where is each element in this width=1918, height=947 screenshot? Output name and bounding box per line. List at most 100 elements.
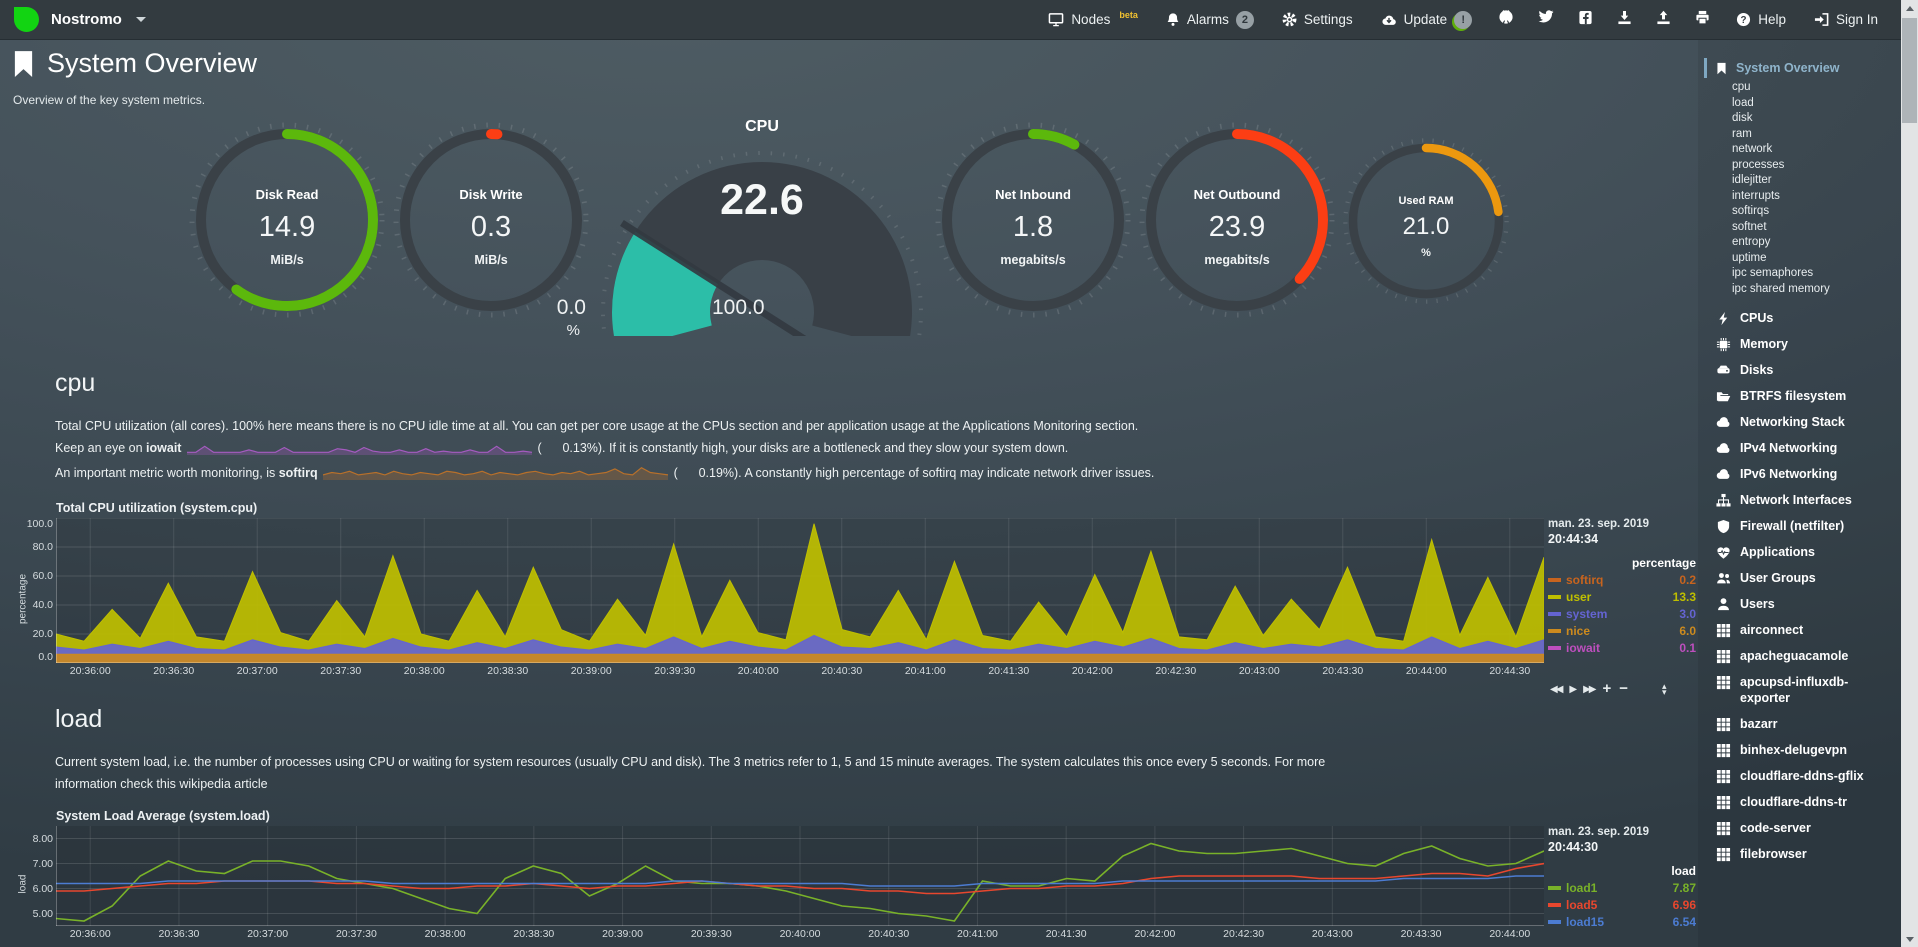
- load-chart: System Load Average (system.load) load 8.0…: [16, 809, 1698, 947]
- sidebar-item-ipv4-networking[interactable]: IPv4 Networking: [1704, 435, 1893, 461]
- question-circle-icon: ?: [1736, 12, 1751, 27]
- alarms-button[interactable]: Alarms 2: [1152, 0, 1268, 39]
- hostname: Nostromo: [51, 11, 122, 28]
- sidebar-item-networking-stack[interactable]: Networking Stack: [1704, 409, 1893, 435]
- github-button[interactable]: [1486, 0, 1526, 39]
- node-selector[interactable]: Nostromo: [0, 7, 160, 32]
- gauge-disk-write[interactable]: Disk Write 0.3 MiB/s: [392, 121, 590, 333]
- gauge-net-inbound[interactable]: Net Inbound 1.8 megabits/s: [934, 121, 1132, 333]
- sidebar-item-apcupsd-influxdb-exporter[interactable]: apcupsd-influxdb-exporter: [1704, 669, 1893, 711]
- twitter-button[interactable]: [1526, 0, 1566, 39]
- x-axis-ticks: 20:36:00 20:36:30 20:37:00 20:37:30 20:38:00…: [69, 665, 1531, 677]
- sidebar-item-airconnect[interactable]: airconnect: [1704, 617, 1893, 643]
- scroll-up-arrow-icon[interactable]: [1901, 0, 1918, 16]
- gauge-min-label: 0.0: [556, 296, 586, 319]
- settings-button[interactable]: Settings: [1268, 0, 1367, 39]
- sidebar-item-btrfs-filesystem[interactable]: BTRFS filesystem: [1704, 383, 1893, 409]
- cpu-chart-pan-backward-button[interactable]: ◀◀: [1550, 683, 1563, 695]
- softirq-sparkline[interactable]: [322, 465, 669, 487]
- print-button[interactable]: [1683, 0, 1722, 39]
- cloud-icon: [1716, 443, 1730, 453]
- scroll-down-arrow-icon[interactable]: [1901, 931, 1918, 947]
- grid-icon: [1716, 675, 1731, 690]
- gauge-value: 14.9: [258, 211, 316, 243]
- gauge-unit: MiB/s: [270, 253, 304, 267]
- sidebar-subitem-ram[interactable]: ram: [1732, 127, 1752, 140]
- sidebar-item-code-server[interactable]: code-server: [1704, 815, 1893, 841]
- sidebar-subitem-load[interactable]: load: [1732, 96, 1754, 109]
- sidebar-item-filebrowser[interactable]: filebrowser: [1704, 841, 1893, 867]
- sidebar-item-firewall-netfilter[interactable]: Firewall (netfilter): [1704, 513, 1893, 539]
- sidebar-subitem-entropy[interactable]: entropy: [1732, 236, 1771, 248]
- sidebar-item-cloudflare-ddns-tr[interactable]: cloudflare-ddns-tr: [1704, 789, 1893, 815]
- nodes-button[interactable]: Nodes beta: [1034, 0, 1152, 39]
- page-title-label: System Overview: [47, 48, 258, 78]
- cpu-chart-resize-handle[interactable]: ▴ ▾: [1662, 682, 1667, 697]
- gauge-used-ram[interactable]: Used RAM 21.0%: [1342, 137, 1510, 317]
- sidebar-item-user-groups[interactable]: User Groups: [1704, 565, 1893, 591]
- sidebar-item-network-interfaces[interactable]: Network Interfaces: [1704, 487, 1893, 513]
- sidebar-subitem-softnet[interactable]: softnet: [1732, 220, 1767, 233]
- legend-swatch-icon: [1548, 903, 1561, 907]
- sidebar-item-applications[interactable]: Applications: [1704, 539, 1893, 565]
- cpu-chart-pan-forward-button[interactable]: ▶▶: [1583, 683, 1596, 695]
- sidebar-item-bazarr[interactable]: bazarr: [1704, 711, 1893, 737]
- update-label: Update: [1403, 12, 1448, 27]
- sidebar-item-disks[interactable]: Disks: [1704, 357, 1893, 383]
- update-button[interactable]: Update !: [1367, 0, 1487, 39]
- sidebar-item-cpus[interactable]: CPUs: [1704, 305, 1893, 331]
- sidebar-item-memory[interactable]: Memory: [1704, 331, 1893, 357]
- sidebar-subitem-processes[interactable]: processes: [1732, 158, 1785, 171]
- dashboard: System Overview Overview of the key syst…: [0, 40, 1698, 947]
- legend-series-load1: load1 7.87: [1548, 881, 1698, 895]
- cpu-chart-play-button[interactable]: ▶: [1569, 683, 1577, 695]
- download-icon: [1617, 10, 1632, 30]
- import-snapshot-button[interactable]: [1605, 0, 1644, 39]
- sidebar-item-apacheguacamole[interactable]: apacheguacamole: [1704, 643, 1893, 669]
- sidebar-subitem-cpu[interactable]: cpu: [1732, 81, 1751, 93]
- load-chart-resize-handle[interactable]: ▴▾: [1662, 945, 1667, 947]
- sidebar-subitem-softirqs[interactable]: softirqs: [1732, 205, 1770, 217]
- gauge-disk-read[interactable]: Disk Read 14.9 MiB/s: [188, 121, 386, 333]
- sidebar-item-label: Applications: [1740, 545, 1816, 559]
- sidebar-item-cloudflare-ddns-gflix[interactable]: cloudflare-ddns-gflix: [1704, 763, 1893, 789]
- sidebar-subitem-network[interactable]: network: [1732, 143, 1773, 155]
- sidebar-subitem-uptime[interactable]: uptime: [1732, 251, 1767, 264]
- sidebar-item-binhex-delugevpn[interactable]: binhex-delugevpn: [1704, 737, 1893, 763]
- signin-button[interactable]: Sign In: [1800, 0, 1892, 39]
- sidebar-item-label: apcupsd-influxdb-exporter: [1740, 675, 1849, 705]
- sidebar-item-system-overview[interactable]: System Overview: [1704, 58, 1893, 78]
- cpu-chart-zoom-in-button[interactable]: +: [1602, 680, 1612, 697]
- help-button[interactable]: ? Help: [1722, 0, 1800, 39]
- sidebar-subitem-ipc-shared-memory[interactable]: ipc shared memory: [1732, 282, 1830, 295]
- sidebar-subitem-disk[interactable]: disk: [1732, 112, 1753, 124]
- iowait-sparkline[interactable]: [186, 440, 533, 462]
- scrollbar-thumb[interactable]: [1902, 18, 1917, 123]
- sidebar-subitem-idlejitter[interactable]: idlejitter: [1732, 174, 1772, 186]
- cpu-chart-zoom-out-button[interactable]: −: [1619, 680, 1629, 697]
- legend-swatch-icon: [1548, 920, 1561, 924]
- legend-series-load5: load5 6.96: [1548, 898, 1698, 912]
- gauge-net-outbound[interactable]: Net Outbound 23.9 megabits/s: [1138, 121, 1336, 333]
- gauge-cpu[interactable]: CPU 22.6 0.0 100.0%: [557, 118, 928, 379]
- legend-series-value: 0.1: [1679, 641, 1696, 655]
- gauge-title: CPU: [745, 118, 779, 135]
- chart-plot-area[interactable]: 20:36:00 20:36:30 20:37:00 20:37:30 20:38:00…: [56, 518, 1544, 679]
- sidebar-subitem-interrupts[interactable]: interrupts: [1732, 189, 1780, 202]
- sidebar-subitem-ipc-semaphores[interactable]: ipc semaphores: [1732, 267, 1814, 279]
- legend-swatch-icon: [1548, 612, 1561, 616]
- legend-series-load15: load15 6.54: [1548, 915, 1698, 929]
- legend-swatch-icon: [1548, 646, 1561, 650]
- export-snapshot-button[interactable]: [1644, 0, 1683, 39]
- sidebar-item-users[interactable]: Users: [1704, 591, 1893, 617]
- sidebar-item-ipv6-networking[interactable]: IPv6 Networking: [1704, 461, 1893, 487]
- y-axis-ticks: 100.0 80.0 60.0 40.0 20.0 0.0: [26, 517, 53, 664]
- gauge-unit: megabits/s: [1000, 253, 1066, 267]
- bookmark-icon: [1717, 62, 1726, 74]
- gauge-ring: [189, 122, 385, 318]
- sidebar-item-label: filebrowser: [1740, 847, 1807, 861]
- page-scrollbar[interactable]: [1901, 0, 1918, 947]
- chart-plot-area[interactable]: 20:36:00 20:36:30 20:37:00 20:37:30 20:38:00…: [56, 826, 1544, 942]
- facebook-button[interactable]: [1566, 0, 1605, 39]
- gauge-value: 21.0: [1402, 213, 1450, 240]
